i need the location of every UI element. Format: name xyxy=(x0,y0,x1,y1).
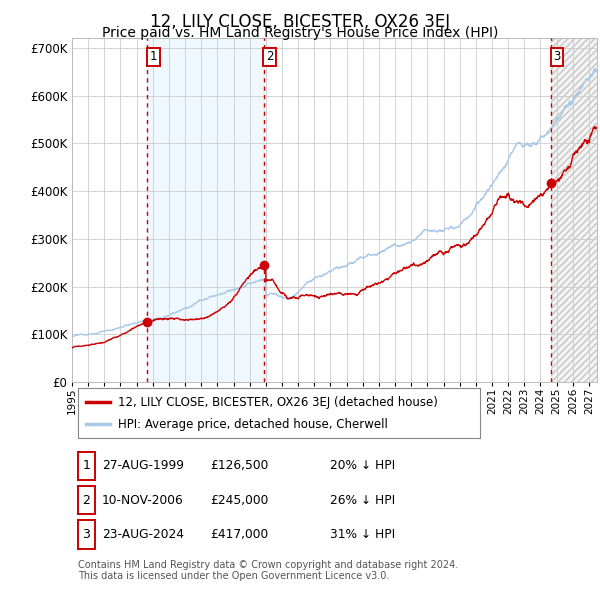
Bar xyxy=(147,38,263,382)
Text: 1: 1 xyxy=(82,460,91,473)
Text: 27-AUG-1999: 27-AUG-1999 xyxy=(102,460,184,473)
Text: £245,000: £245,000 xyxy=(210,494,268,507)
Text: 12, LILY CLOSE, BICESTER, OX26 3EJ: 12, LILY CLOSE, BICESTER, OX26 3EJ xyxy=(150,13,450,31)
Text: HPI: Average price, detached house, Cherwell: HPI: Average price, detached house, Cher… xyxy=(118,418,388,431)
Text: 26% ↓ HPI: 26% ↓ HPI xyxy=(330,494,395,507)
Text: Price paid vs. HM Land Registry's House Price Index (HPI): Price paid vs. HM Land Registry's House … xyxy=(102,26,498,40)
Text: Contains HM Land Registry data © Crown copyright and database right 2024.
This d: Contains HM Land Registry data © Crown c… xyxy=(78,559,458,581)
Text: 1: 1 xyxy=(149,50,157,63)
Text: 10-NOV-2006: 10-NOV-2006 xyxy=(102,494,184,507)
Text: £417,000: £417,000 xyxy=(210,528,268,541)
Bar xyxy=(551,38,597,382)
Text: 12, LILY CLOSE, BICESTER, OX26 3EJ (detached house): 12, LILY CLOSE, BICESTER, OX26 3EJ (deta… xyxy=(118,396,438,409)
Text: 2: 2 xyxy=(266,50,274,63)
Text: 23-AUG-2024: 23-AUG-2024 xyxy=(102,528,184,541)
Text: 31% ↓ HPI: 31% ↓ HPI xyxy=(330,528,395,541)
Text: 2: 2 xyxy=(82,494,91,507)
Bar xyxy=(551,38,597,382)
Text: 3: 3 xyxy=(553,50,561,63)
Text: 20% ↓ HPI: 20% ↓ HPI xyxy=(330,460,395,473)
Text: 3: 3 xyxy=(82,528,91,541)
Bar xyxy=(551,38,597,382)
Text: £126,500: £126,500 xyxy=(210,460,268,473)
